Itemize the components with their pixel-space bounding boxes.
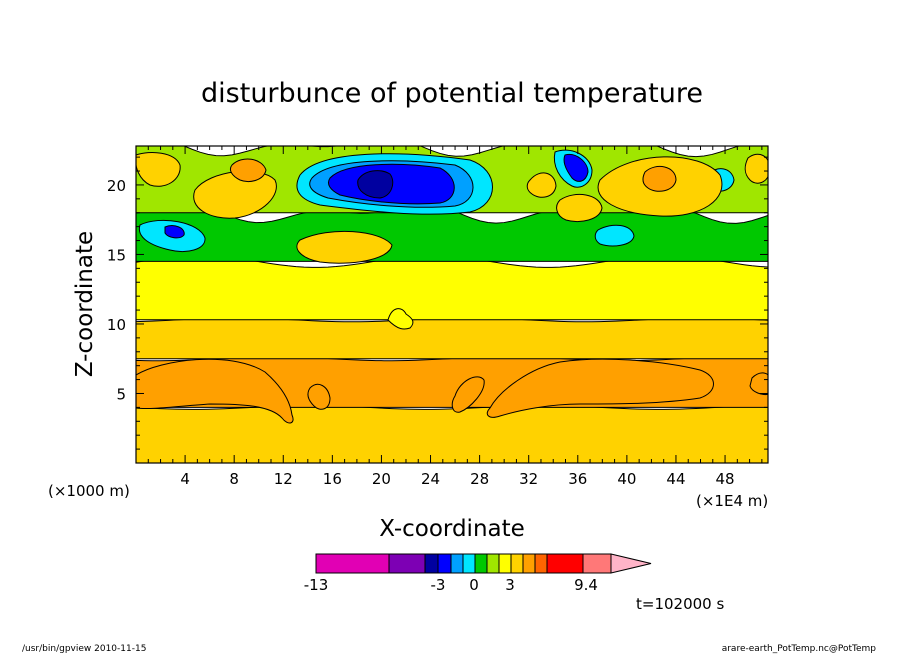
- orange-lobe-small-1: [307, 383, 331, 410]
- x-tick-label: 36: [568, 470, 587, 488]
- y-tick-label: 15: [107, 246, 126, 264]
- orange-upper-right-3: [526, 172, 557, 198]
- colorbar-label: -3: [431, 576, 446, 594]
- colorbar-swatch: [437, 553, 452, 574]
- orange-upper-right-2: [642, 165, 677, 192]
- orange-lobe-left: [136, 358, 294, 424]
- x-tick-label: 28: [470, 470, 489, 488]
- y-axis-ticks: 5 10 15 20: [107, 156, 768, 450]
- x-tick-label: 24: [421, 470, 440, 488]
- x-tick-label: 32: [519, 470, 538, 488]
- colorbar-swatch: [546, 553, 584, 574]
- colorbar-arrow: [610, 553, 652, 574]
- colorbar-swatch: [582, 553, 612, 574]
- y-tick-label: 5: [116, 385, 126, 403]
- blue-blob-left: [164, 225, 185, 239]
- colorbar-swatch: [388, 553, 426, 574]
- colorbar-label: 0: [469, 576, 479, 594]
- cyan-blob-mid-right: [594, 224, 635, 247]
- x-tick-label: 48: [716, 470, 735, 488]
- colorbar-swatch: [450, 553, 464, 574]
- colorbar-swatch: [510, 553, 524, 574]
- orange-upper-right-5: [744, 153, 768, 184]
- orange-upper-left-1: [136, 152, 181, 187]
- navy-blob-center: [357, 170, 394, 199]
- contour-band: [136, 317, 768, 360]
- x-tick-label: 12: [274, 470, 293, 488]
- x-tick-label: 8: [229, 470, 239, 488]
- contour-band: [136, 254, 768, 321]
- colorbar-label: -13: [304, 576, 329, 594]
- orange-upper-right-4: [556, 193, 603, 222]
- colorbar-swatch: [534, 553, 548, 574]
- colorbar-swatch: [486, 553, 500, 574]
- footer-left: /usr/bin/gpview 2010-11-15: [22, 644, 146, 654]
- plot-area: [136, 146, 768, 463]
- x-tick-label: 4: [180, 470, 190, 488]
- y-tick-label: 10: [107, 316, 126, 334]
- chart-title: disturbunce of potential temperature: [201, 78, 703, 109]
- orange-upper-left-3: [229, 158, 267, 183]
- colorbar-swatch: [522, 553, 536, 574]
- x-axis-unit-right: (×1E4 m): [696, 492, 768, 510]
- colorbar-swatch: [315, 553, 390, 574]
- colorbar-swatch: [462, 553, 476, 574]
- orange-upper-mid: [296, 230, 393, 264]
- colorbar-swatch: [474, 553, 488, 574]
- x-axis-label: X-coordinate: [379, 516, 525, 542]
- blue-blob-right: [563, 153, 589, 182]
- orange-lobe-right: [486, 358, 714, 418]
- contour-blobs: [136, 149, 768, 424]
- x-tick-label: 44: [666, 470, 685, 488]
- contour-band: [136, 404, 768, 463]
- x-tick-label: 20: [372, 470, 391, 488]
- x-axis-unit-left: (×1000 m): [48, 482, 130, 500]
- colorbar-label: 3: [505, 576, 515, 594]
- x-tick-label: 16: [323, 470, 342, 488]
- x-tick-label: 40: [617, 470, 636, 488]
- orange-lobe-edge-right: [749, 372, 768, 395]
- time-label: t=102000 s: [636, 595, 724, 613]
- colorbar: [315, 553, 652, 574]
- x-axis-ticks: 4 8 12 16 20 24 28 32 36 40 44 48: [147, 146, 763, 488]
- colorbar-swatch: [498, 553, 512, 574]
- yellow-bump-center: [387, 308, 414, 330]
- y-tick-label: 20: [107, 177, 126, 195]
- plot-frame: [135, 145, 769, 464]
- colorbar-swatch: [424, 553, 439, 574]
- y-axis-label: Z-coordinate: [72, 231, 98, 377]
- colorbar-labels: -13 -3 0 3 9.4: [304, 576, 598, 594]
- colorbar-label: 9.4: [574, 576, 598, 594]
- footer-right: arare-earth_PotTemp.nc@PotTemp: [722, 644, 877, 654]
- orange-lobe-small-2: [451, 376, 485, 413]
